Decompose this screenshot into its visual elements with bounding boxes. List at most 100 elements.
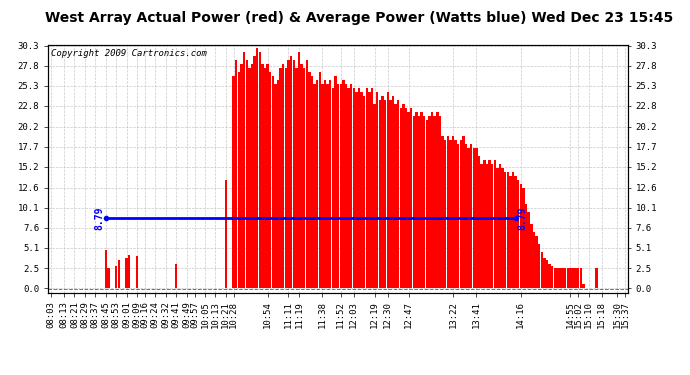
Bar: [397, 100, 400, 288]
Bar: [504, 172, 506, 288]
Bar: [566, 268, 569, 288]
Bar: [455, 140, 457, 288]
Bar: [572, 268, 574, 288]
Bar: [405, 108, 407, 288]
Bar: [115, 266, 117, 288]
Bar: [329, 80, 331, 288]
Bar: [527, 212, 530, 288]
Bar: [457, 144, 460, 288]
Bar: [324, 80, 326, 288]
Bar: [233, 76, 235, 288]
Bar: [556, 268, 559, 288]
Bar: [535, 236, 538, 288]
Bar: [274, 84, 277, 288]
Bar: [520, 184, 522, 288]
Text: 8.79: 8.79: [95, 206, 104, 230]
Bar: [407, 112, 410, 288]
Bar: [549, 264, 551, 288]
Bar: [439, 116, 441, 288]
Bar: [319, 72, 321, 288]
Bar: [486, 164, 488, 288]
Bar: [559, 268, 561, 288]
Bar: [337, 84, 339, 288]
Bar: [259, 52, 261, 288]
Bar: [345, 84, 347, 288]
Bar: [575, 268, 577, 288]
Bar: [300, 64, 303, 288]
Bar: [533, 232, 535, 288]
Bar: [293, 60, 295, 288]
Bar: [499, 164, 501, 288]
Bar: [580, 268, 582, 288]
Bar: [420, 112, 423, 288]
Bar: [582, 285, 584, 288]
Bar: [525, 204, 527, 288]
Text: West Array Actual Power (red) & Average Power (Watts blue) Wed Dec 23 15:45: West Array Actual Power (red) & Average …: [45, 11, 673, 25]
Bar: [368, 92, 371, 288]
Bar: [136, 256, 138, 288]
Bar: [522, 188, 524, 288]
Bar: [272, 76, 274, 288]
Bar: [235, 60, 237, 288]
Bar: [253, 56, 256, 288]
Bar: [240, 64, 243, 288]
Bar: [506, 172, 509, 288]
Bar: [415, 112, 417, 288]
Bar: [446, 136, 449, 288]
Bar: [264, 68, 266, 288]
Bar: [373, 104, 376, 288]
Bar: [384, 100, 386, 288]
Bar: [515, 176, 517, 288]
Bar: [126, 258, 128, 288]
Bar: [295, 68, 297, 288]
Bar: [366, 88, 368, 288]
Bar: [379, 100, 381, 288]
Bar: [308, 72, 310, 288]
Bar: [269, 72, 271, 288]
Bar: [358, 88, 360, 288]
Bar: [371, 88, 373, 288]
Bar: [353, 88, 355, 288]
Bar: [355, 92, 357, 288]
Bar: [175, 264, 177, 288]
Bar: [389, 100, 391, 288]
Bar: [313, 84, 316, 288]
Bar: [493, 160, 496, 288]
Bar: [250, 64, 253, 288]
Bar: [322, 84, 324, 288]
Bar: [128, 255, 130, 288]
Bar: [491, 164, 493, 288]
Bar: [285, 68, 287, 288]
Bar: [460, 140, 462, 288]
Bar: [478, 156, 480, 288]
Bar: [105, 250, 107, 288]
Bar: [444, 140, 446, 288]
Bar: [410, 108, 413, 288]
Bar: [433, 116, 436, 288]
Bar: [306, 60, 308, 288]
Bar: [543, 258, 546, 288]
Bar: [538, 244, 540, 288]
Bar: [540, 252, 543, 288]
Bar: [334, 76, 337, 288]
Bar: [279, 68, 282, 288]
Bar: [428, 116, 431, 288]
Bar: [290, 56, 293, 288]
Bar: [418, 116, 420, 288]
Bar: [347, 88, 350, 288]
Bar: [553, 268, 556, 288]
Bar: [423, 116, 426, 288]
Bar: [546, 261, 548, 288]
Text: 8.79: 8.79: [517, 206, 527, 230]
Bar: [577, 268, 580, 288]
Bar: [489, 160, 491, 288]
Bar: [386, 92, 389, 288]
Bar: [442, 136, 444, 288]
Bar: [470, 144, 473, 288]
Bar: [282, 64, 284, 288]
Bar: [339, 84, 342, 288]
Bar: [237, 72, 240, 288]
Bar: [316, 80, 318, 288]
Bar: [326, 84, 329, 288]
Bar: [517, 180, 520, 288]
